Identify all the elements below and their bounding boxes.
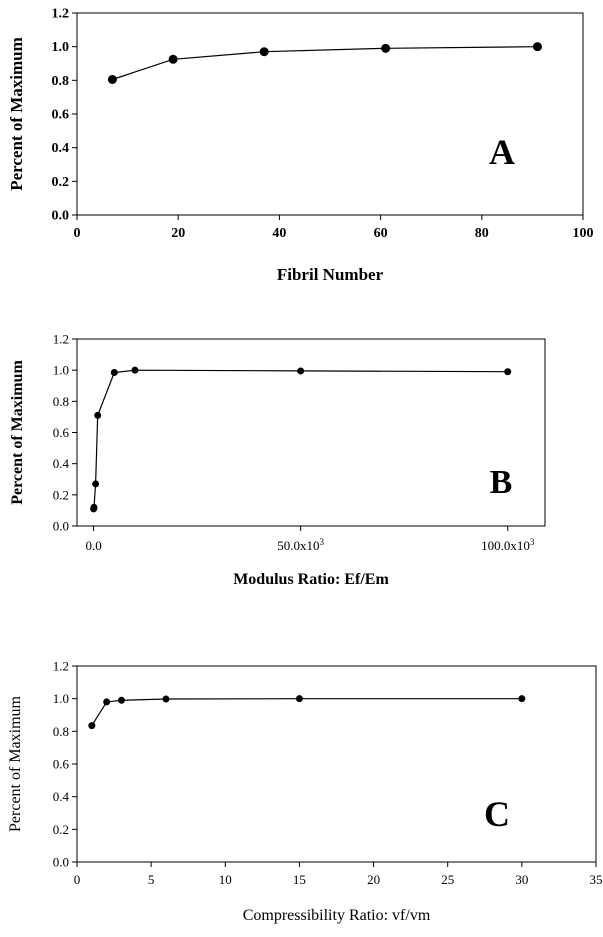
data-point [381, 43, 391, 53]
panel-letter: C [484, 794, 510, 834]
x-tick-label: 0 [74, 226, 81, 241]
y-tick-label: 0.8 [52, 74, 70, 89]
x-tick-label: 20 [367, 872, 380, 887]
y-tick-label: 0.4 [53, 789, 70, 804]
data-point [131, 366, 139, 374]
y-tick-label: 0.4 [52, 141, 70, 156]
x-tick-label: 15 [293, 872, 306, 887]
y-tick-label: 1.0 [53, 691, 69, 706]
x-tick-label: 30 [515, 872, 528, 887]
x-tick-label: 20 [171, 226, 185, 241]
x-tick-label: 25 [441, 872, 454, 887]
y-axis-title: Percent of Maximum [7, 695, 24, 832]
data-point [295, 695, 303, 703]
x-tick-label: 100 [573, 226, 594, 241]
y-tick-label: 0.2 [53, 822, 69, 837]
y-tick-label: 0.2 [52, 175, 70, 190]
x-axis-title: Compressibility Ratio: vf/vm [243, 907, 431, 924]
x-tick-label: 80 [475, 226, 489, 241]
x-tick-label: 0 [74, 872, 81, 887]
x-tick-label: 35 [590, 872, 603, 887]
data-point [117, 696, 125, 704]
data-point [92, 480, 100, 488]
x-tick-label: 40 [272, 226, 286, 241]
chart-panel-a: 0.0 0.2 0.4 0.6 0.8 1.0 1.2 0 20 40 60 80 100 Fibril … [7, 7, 594, 285]
data-point [110, 369, 118, 377]
panel-letter: A [489, 132, 515, 172]
chart-panel-c: 0.0 0.2 0.4 0.6 0.8 1.0 1.2 0 5 10 15 20 25 30 35 Compr… [7, 659, 603, 925]
x-axis-title: Fibril Number [277, 265, 384, 284]
panel-letter: B [490, 464, 513, 501]
y-tick-label: 0.2 [53, 487, 69, 502]
plot-frame [76, 665, 597, 863]
series-line [93, 369, 508, 510]
y-tick-label: 0.8 [53, 394, 69, 409]
y-tick-label: 1.2 [53, 332, 69, 347]
x-tick-label: 60 [374, 226, 388, 241]
data-point [518, 695, 526, 703]
x-tick-label: 50.0x103 [277, 537, 324, 553]
data-point [162, 695, 170, 703]
y-tick-label: 0.6 [53, 425, 70, 440]
data-point [90, 503, 98, 511]
data-point [88, 722, 96, 730]
y-tick-label: 0.0 [52, 209, 70, 224]
chart-panel-b: 0.0 0.2 0.4 0.6 0.8 1.0 1.2 0.0 50.0x103 100.0x10… [9, 332, 546, 588]
y-axis-title: Percent of Maximum [7, 37, 26, 191]
y-tick-label: 1.2 [52, 7, 70, 22]
data-point [504, 368, 512, 376]
data-point [94, 411, 102, 419]
series-line [112, 46, 538, 81]
y-tick-label: 1.0 [53, 363, 69, 378]
x-tick-label: 0.0 [85, 538, 101, 553]
y-tick-label: 0.6 [52, 108, 70, 123]
y-tick-label: 0.8 [53, 724, 69, 739]
x-tick-label: 100.0x103 [481, 537, 535, 553]
data-point [103, 698, 111, 706]
y-tick-label: 1.0 [52, 40, 70, 55]
y-tick-label: 0.4 [53, 456, 70, 471]
data-point [532, 42, 542, 52]
x-axis-title: Modulus Ratio: Ef/Em [233, 571, 389, 588]
x-tick-label: 10 [219, 872, 232, 887]
y-tick-label: 0.6 [53, 757, 70, 772]
y-axis-title: Percent of Maximum [9, 360, 26, 505]
series-line [91, 698, 522, 726]
y-tick-label: 1.2 [53, 659, 69, 674]
data-point [168, 54, 178, 64]
y-tick-label: 0.0 [53, 519, 69, 534]
plot-frame [76, 338, 546, 527]
plot-frame [76, 12, 584, 216]
data-point [297, 367, 305, 375]
data-point [259, 47, 269, 57]
y-tick-label: 0.0 [53, 855, 69, 870]
x-tick-label: 5 [148, 872, 155, 887]
data-point [107, 74, 117, 84]
